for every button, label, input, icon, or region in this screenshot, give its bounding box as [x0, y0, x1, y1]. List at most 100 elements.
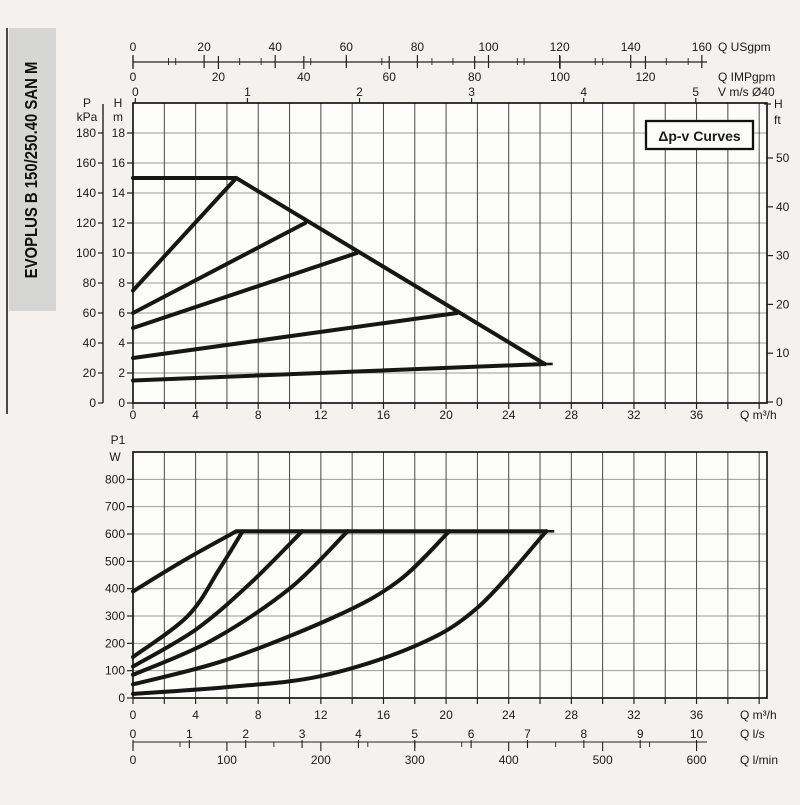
curve-dpv-setpoint-4	[131, 311, 459, 360]
watt-tick-label: 300	[105, 609, 125, 623]
h-ft-tick-label: 0	[776, 395, 783, 409]
curve-power-setpoint-4	[131, 529, 452, 687]
usgpm-tick-label: 120	[550, 40, 570, 54]
q-lmin-tick-label: 500	[593, 753, 613, 767]
q-ls-tick-label: 1	[186, 727, 193, 741]
curve-power-setpoint-3	[131, 529, 350, 677]
kpa-tick-label: 120	[76, 216, 96, 230]
watt-tick-label: 500	[105, 554, 125, 568]
curve-dpv-setpoint-3	[131, 251, 359, 330]
usgpm-tick-label: 40	[269, 40, 283, 54]
kpa-tick-label: 160	[76, 156, 96, 170]
velocity-tick-label: 3	[468, 85, 475, 99]
h-m-tick-label: 4	[118, 336, 125, 350]
watt-tick-label: 100	[105, 664, 125, 678]
bottom-plot-frame	[132, 451, 768, 699]
model-name: EVOPLUS B 150/250.40 SAN M	[22, 61, 42, 278]
h-m-tick-label: 18	[112, 126, 126, 140]
kpa-tick-label: 0	[89, 396, 96, 410]
q-lmin-tick-label: 200	[311, 753, 331, 767]
impgpm-tick-label: 40	[297, 70, 311, 84]
impgpm-tick-label: 80	[468, 70, 482, 84]
usgpm-tick-label: 140	[621, 40, 641, 54]
q-m3h-tick-label: 8	[255, 708, 262, 722]
h-m-tick-label: 8	[118, 276, 125, 290]
usgpm-tick-label: 80	[411, 40, 425, 54]
q-m3h-tick-label: 28	[565, 708, 579, 722]
q-ls-tick-label: 4	[355, 727, 362, 741]
watt-tick-label: 400	[105, 582, 125, 596]
h-m-tick-label: 16	[112, 156, 126, 170]
q-lmin-axis-label: Q l/min	[740, 753, 778, 767]
q-m3h-axis-label: Q m³/h	[740, 408, 777, 422]
p1-axis-title: P1	[111, 433, 126, 447]
curve-power-max	[131, 529, 549, 594]
curve-dpv-setpoint-1	[131, 176, 239, 293]
q-ls-axis-label: Q l/s	[740, 727, 765, 741]
q-m3h-tick-label: 24	[502, 708, 516, 722]
p1-axis-unit: W	[109, 450, 121, 464]
sidebar-accent-line	[6, 28, 8, 414]
kpa-tick-label: 40	[83, 336, 97, 350]
q-lmin-tick-label: 300	[405, 753, 425, 767]
usgpm-tick-label: 20	[197, 40, 211, 54]
usgpm-tick-label: 100	[478, 40, 498, 54]
h-ft-tick-label: 10	[776, 346, 790, 360]
watt-tick-label: 200	[105, 636, 125, 650]
impgpm-tick-label: 100	[550, 70, 570, 84]
q-ls-tick-label: 2	[242, 727, 249, 741]
impgpm-tick-label: 60	[383, 70, 397, 84]
q-m3h-tick-label: 20	[439, 708, 453, 722]
curve-dpv-setpoint-5	[131, 362, 547, 383]
q-ls-tick-label: 0	[130, 727, 137, 741]
q-m3h-tick-label: 36	[690, 708, 704, 722]
kpa-tick-label: 140	[76, 186, 96, 200]
h-m-tick-label: 2	[118, 366, 125, 380]
curve-power-setpoint-2	[131, 529, 305, 669]
usgpm-tick-label: 60	[340, 40, 354, 54]
h-ft-tick-label: 40	[776, 200, 790, 214]
kpa-tick-label: 20	[83, 366, 97, 380]
q-m3h-tick-label: 32	[627, 708, 641, 722]
q-m3h-tick-label: 0	[130, 708, 137, 722]
dpv-curves-box	[644, 119, 755, 151]
velocity-tick-label: 4	[580, 85, 587, 99]
h-m-tick-label: 10	[112, 246, 126, 260]
impgpm-tick-label: 20	[212, 70, 226, 84]
q-m3h-tick-label: 4	[192, 408, 199, 422]
h-ft-tick-label: 50	[776, 151, 790, 165]
h-m-tick-label: 0	[118, 396, 125, 410]
kpa-tick-label: 80	[83, 276, 97, 290]
usgpm-axis-label: Q USgpm	[718, 40, 771, 54]
impgpm-axis-label: Q IMPgpm	[718, 70, 775, 84]
q-lmin-tick-label: 400	[499, 753, 519, 767]
watt-tick-label: 700	[105, 500, 125, 514]
q-m3h-axis-label: Q m³/h	[740, 708, 777, 722]
q-m3h-tick-label: 32	[627, 408, 641, 422]
q-ls-tick-label: 8	[581, 727, 588, 741]
q-m3h-tick-label: 16	[377, 408, 391, 422]
h-m-tick-label: 14	[112, 186, 126, 200]
curve-power-setpoint-5	[131, 529, 549, 696]
watt-tick-label: 800	[105, 472, 125, 486]
h-ft-axis-title: H	[774, 97, 783, 111]
q-m3h-tick-label: 8	[255, 408, 262, 422]
q-m3h-tick-label: 36	[690, 408, 704, 422]
q-ls-tick-label: 6	[468, 727, 475, 741]
h-ft-axis-unit: ft	[774, 113, 781, 127]
q-m3h-tick-label: 12	[314, 708, 328, 722]
model-sidebar: EVOPLUS B 150/250.40 SAN M	[9, 28, 56, 311]
watt-tick-label: 0	[118, 691, 125, 705]
h-ft-tick-label: 20	[776, 297, 790, 311]
impgpm-tick-label: 120	[635, 70, 655, 84]
h-m-tick-label: 12	[112, 216, 126, 230]
q-lmin-tick-label: 100	[217, 753, 237, 767]
curve-dpv-setpoint-2	[131, 221, 308, 315]
q-lmin-tick-label: 600	[687, 753, 707, 767]
q-ls-tick-label: 3	[299, 727, 306, 741]
velocity-axis-label: V m/s Ø40	[718, 85, 775, 99]
p-axis-unit: kPa	[77, 110, 98, 124]
h-ft-tick-label: 30	[776, 249, 790, 263]
